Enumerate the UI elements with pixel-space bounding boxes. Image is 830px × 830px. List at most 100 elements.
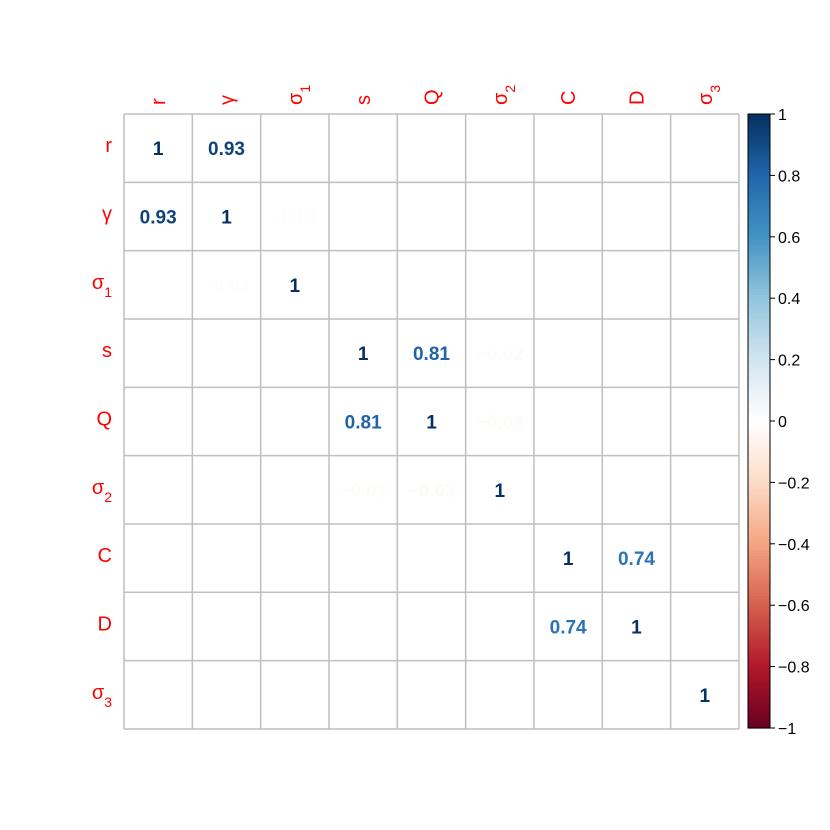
cell-value-label: 0.93 <box>140 207 177 228</box>
heatmap-cell <box>260 114 329 183</box>
heatmap-cell <box>670 114 739 183</box>
heatmap-cell <box>192 455 261 524</box>
colorbar-segment <box>748 703 770 708</box>
colorbar-segment <box>748 503 770 508</box>
column-label-r: r <box>148 98 170 105</box>
colorbar-segment <box>748 160 770 164</box>
heatmap-cell <box>602 250 671 319</box>
colorbar-segment <box>748 319 770 324</box>
colorbar-segment <box>748 672 770 677</box>
colorbar-segment <box>748 482 770 487</box>
heatmap-cell <box>465 250 534 319</box>
colorbar-segment <box>748 328 770 333</box>
colorbar-segment <box>748 675 770 680</box>
heatmap-cell <box>328 182 398 251</box>
colorbar-segment <box>748 562 770 566</box>
colorbar-segment <box>748 331 770 336</box>
cell-value-label: 1 <box>495 481 506 502</box>
colorbar-segment <box>748 338 770 342</box>
heatmap-cell <box>124 592 193 661</box>
colorbar-segment <box>748 239 770 244</box>
colorbar-segment <box>748 175 770 180</box>
heatmap-cell <box>670 318 739 388</box>
cell-value-label: 0.74 <box>550 617 587 638</box>
colorbar-segment <box>748 513 770 517</box>
colorbar-segment <box>748 347 770 351</box>
colorbar-segment <box>748 270 770 275</box>
heatmap-cell <box>533 318 603 388</box>
colorbar-segment <box>748 549 770 554</box>
colorbar-segment <box>748 522 770 526</box>
colorbar-segment <box>748 393 770 398</box>
heatmap-cell <box>192 182 261 251</box>
colorbar-segment <box>748 654 770 658</box>
colorbar-segment <box>748 129 770 134</box>
colorbar-tick-label: 0.8 <box>778 168 800 185</box>
colorbar-segment <box>748 583 770 588</box>
colorbar-segment <box>748 362 770 367</box>
colorbar-segment <box>748 123 770 127</box>
colorbar-segment <box>748 685 770 689</box>
colorbar-segment <box>748 479 770 483</box>
colorbar-segment <box>748 525 770 530</box>
heatmap-cell <box>533 250 603 319</box>
colorbar-segment <box>748 405 770 410</box>
colorbar-segment <box>748 249 770 253</box>
colorbar-segment <box>748 368 770 373</box>
colorbar-segment <box>748 181 770 186</box>
colorbar-segment <box>748 491 770 496</box>
heatmap-cell <box>260 592 329 661</box>
colorbar-segment <box>748 387 770 391</box>
heatmap-cell <box>192 250 261 319</box>
heatmap-cell <box>465 182 534 251</box>
colorbar-segment <box>748 163 770 167</box>
colorbar-segment <box>748 463 770 468</box>
colorbar-segment <box>748 135 770 140</box>
cell-value-label: −0.03 <box>407 481 455 502</box>
colorbar-segment <box>748 117 770 121</box>
heatmap-cell <box>328 318 398 388</box>
colorbar-segment <box>748 285 770 290</box>
colorbar-segment <box>748 534 770 539</box>
colorbar-segment <box>748 335 770 339</box>
colorbar-segment <box>748 141 770 146</box>
heatmap-cell <box>124 318 193 388</box>
colorbar-segment <box>748 215 770 219</box>
colorbar-segment <box>748 709 770 714</box>
heatmap-cell <box>602 455 671 524</box>
heatmap-cell <box>260 387 329 456</box>
colorbar-segment <box>748 282 770 287</box>
colorbar-segment <box>748 378 770 382</box>
colorbar-segment <box>748 359 770 364</box>
colorbar-segment <box>748 399 770 404</box>
colorbar-segment <box>748 304 770 309</box>
heatmap-cell <box>602 660 671 729</box>
colorbar-segment <box>748 325 770 330</box>
colorbar-tick-label: 0.6 <box>778 230 800 247</box>
heatmap-cell <box>397 182 466 251</box>
colorbar-segment <box>748 629 770 634</box>
cell-value-label: 0.81 <box>413 344 450 365</box>
colorbar-segment <box>748 577 770 582</box>
colorbar-segment <box>748 187 770 192</box>
row-labels: r γ σ1 s Qσ2 C Dσ3 <box>92 135 112 710</box>
colorbar-segment <box>748 712 770 717</box>
heatmap-cell <box>192 387 261 456</box>
colorbar-segment <box>748 381 770 385</box>
colorbar-segment <box>748 252 770 256</box>
colorbar-segment <box>748 114 770 118</box>
cell-value-label: −0.02 <box>476 344 524 365</box>
colorbar-segment <box>748 436 770 441</box>
heatmap-cell <box>602 523 671 593</box>
colorbar-segment <box>748 402 770 407</box>
colorbar-segment <box>748 519 770 523</box>
colorbar-tick-label: 0 <box>778 414 787 431</box>
heatmap-cell <box>124 660 193 729</box>
colorbar-segment <box>748 635 770 640</box>
colorbar-segment <box>748 657 770 662</box>
cell-value-label: 1 <box>700 686 711 707</box>
colorbar-segment <box>748 700 770 705</box>
colorbar-segment <box>748 494 770 499</box>
colorbar-segment <box>748 556 770 560</box>
colorbar-segment <box>748 543 770 548</box>
